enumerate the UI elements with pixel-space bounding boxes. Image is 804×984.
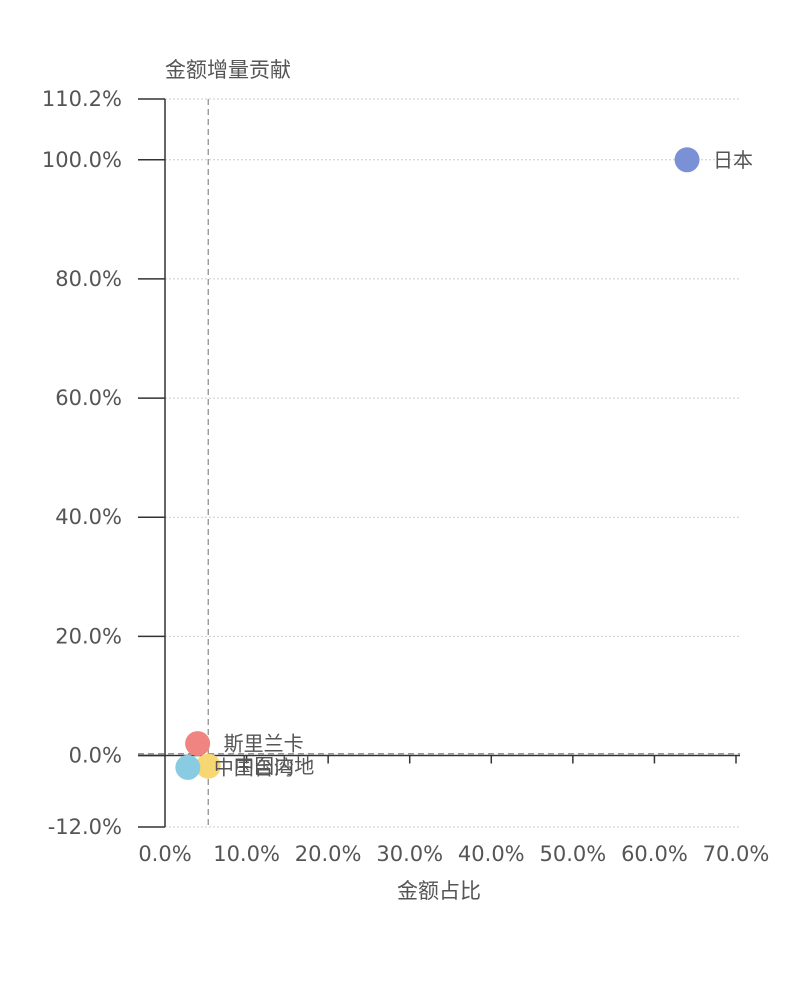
y-tick-label: 80.0% — [55, 267, 122, 291]
x-tick-label: 40.0% — [458, 842, 525, 866]
y-tick-label: 0.0% — [69, 744, 122, 768]
data-point[interactable] — [185, 731, 211, 757]
reference-lines — [138, 99, 740, 827]
data-point[interactable] — [175, 754, 201, 780]
data-point-label: 中国内地 — [234, 754, 314, 778]
y-tick-label: 60.0% — [55, 386, 122, 410]
data-point-label: 斯里兰卡 — [224, 732, 304, 756]
y-tick-label: 110.2% — [42, 87, 122, 111]
data-point[interactable] — [674, 147, 700, 173]
axes — [138, 98, 740, 828]
x-tick-label: 10.0% — [213, 842, 280, 866]
data-point[interactable] — [195, 753, 221, 779]
x-tick-label: 60.0% — [621, 842, 688, 866]
x-tick-label: 70.0% — [703, 842, 770, 866]
data-point-label: 中国台湾 — [214, 755, 294, 779]
y-tick-label: -12.0% — [48, 815, 122, 839]
grid-lines — [165, 98, 740, 828]
data-point-label: 日本 — [713, 148, 753, 172]
y-tick-label: 20.0% — [55, 624, 122, 648]
x-tick-label: 50.0% — [539, 842, 606, 866]
y-tick-label: 40.0% — [55, 505, 122, 529]
x-axis-title: 金额占比 — [397, 879, 481, 903]
x-tick-label: 20.0% — [295, 842, 362, 866]
y-tick-label: 100.0% — [42, 148, 122, 172]
x-tick-labels: 0.0% 10.0% 20.0% 30.0% 40.0% 50.0% 60.0% 70.0% — [138, 842, 769, 866]
y-axis-title: 金额增量贡献 — [165, 58, 291, 82]
x-tick-label: 30.0% — [376, 842, 443, 866]
x-tick-label: 0.0% — [138, 842, 191, 866]
y-tick-labels: 110.2% 100.0% 80.0% 60.0% 40.0% 20.0% 0.0% -12.… — [42, 87, 122, 839]
